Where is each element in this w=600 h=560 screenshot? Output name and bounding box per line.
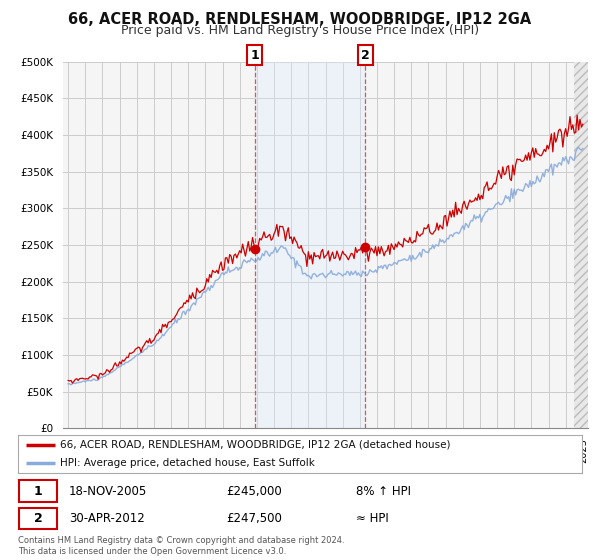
Text: 2: 2	[34, 512, 43, 525]
Text: 18-NOV-2005: 18-NOV-2005	[69, 484, 147, 498]
Text: 30-APR-2012: 30-APR-2012	[69, 512, 145, 525]
Text: 66, ACER ROAD, RENDLESHAM, WOODBRIDGE, IP12 2GA (detached house): 66, ACER ROAD, RENDLESHAM, WOODBRIDGE, I…	[60, 440, 451, 450]
Text: 1: 1	[250, 49, 259, 62]
Text: Price paid vs. HM Land Registry's House Price Index (HPI): Price paid vs. HM Land Registry's House …	[121, 24, 479, 37]
Bar	[255, 62, 365, 428]
Text: 66, ACER ROAD, RENDLESHAM, WOODBRIDGE, IP12 2GA: 66, ACER ROAD, RENDLESHAM, WOODBRIDGE, I…	[68, 12, 532, 27]
Text: Contains HM Land Registry data © Crown copyright and database right 2024.
This d: Contains HM Land Registry data © Crown c…	[18, 536, 344, 556]
FancyBboxPatch shape	[19, 508, 58, 529]
Text: £247,500: £247,500	[227, 512, 283, 525]
FancyBboxPatch shape	[19, 480, 58, 502]
Text: 2: 2	[361, 49, 370, 62]
Text: HPI: Average price, detached house, East Suffolk: HPI: Average price, detached house, East…	[60, 458, 315, 468]
Text: £245,000: £245,000	[227, 484, 283, 498]
Text: 8% ↑ HPI: 8% ↑ HPI	[356, 484, 412, 498]
Text: ≈ HPI: ≈ HPI	[356, 512, 389, 525]
Polygon shape	[574, 62, 588, 428]
Text: 1: 1	[34, 484, 43, 498]
